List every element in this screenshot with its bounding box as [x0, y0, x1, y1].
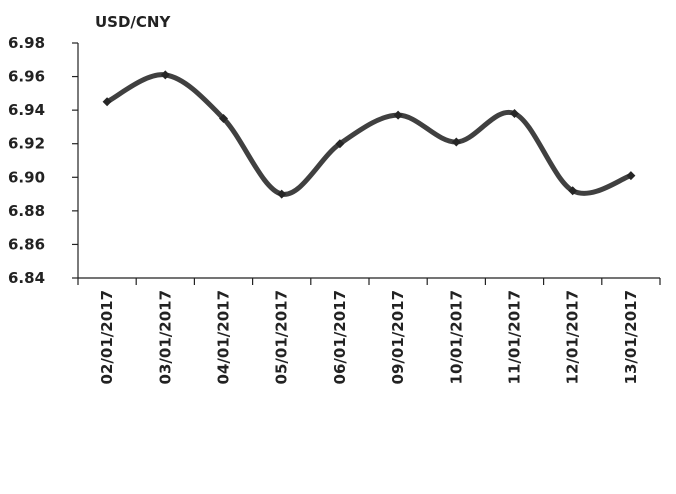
x-tick-label: 03/01/2017	[156, 290, 174, 384]
y-tick-label: 6.84	[8, 269, 45, 287]
y-axis-label: USD/CNY	[95, 13, 171, 31]
x-tick-label: 09/01/2017	[389, 290, 407, 384]
data-point-marker	[568, 186, 578, 196]
x-tick-label: 11/01/2017	[506, 290, 524, 384]
data-point-marker	[335, 139, 345, 149]
series-markers	[102, 70, 636, 199]
x-tick-label: 05/01/2017	[273, 290, 291, 384]
y-tick-label: 6.96	[8, 68, 45, 86]
x-tick-label: 10/01/2017	[447, 290, 465, 384]
x-tick-label: 12/01/2017	[564, 290, 582, 384]
data-point-marker	[160, 70, 170, 80]
x-tick-label: 04/01/2017	[215, 290, 233, 384]
data-point-marker	[102, 97, 112, 107]
data-point-marker	[451, 137, 461, 147]
y-tick-label: 6.90	[8, 168, 45, 186]
y-tick-label: 6.92	[8, 135, 45, 153]
y-tick-label: 6.98	[8, 34, 45, 52]
data-point-marker	[277, 189, 287, 199]
data-point-marker	[510, 109, 519, 118]
y-tick-label: 6.86	[8, 235, 45, 253]
series-line	[104, 72, 634, 197]
x-tick-label: 06/01/2017	[331, 290, 349, 384]
x-axis-ticks: 02/01/2017 03/01/2017 04/01/2017 05/01/2017…	[77, 278, 661, 384]
y-tick-label: 6.88	[8, 202, 45, 220]
data-point-marker	[393, 110, 403, 120]
y-axis-ticks: 6.84 6.86 6.88 6.90 6.92 6.94 6.96 6.98	[8, 34, 78, 287]
y-tick-label: 6.94	[8, 101, 45, 119]
data-point-marker	[219, 114, 228, 124]
data-point-marker	[626, 171, 636, 181]
x-tick-label: 13/01/2017	[622, 290, 640, 384]
x-tick-label: 02/01/2017	[98, 290, 116, 384]
